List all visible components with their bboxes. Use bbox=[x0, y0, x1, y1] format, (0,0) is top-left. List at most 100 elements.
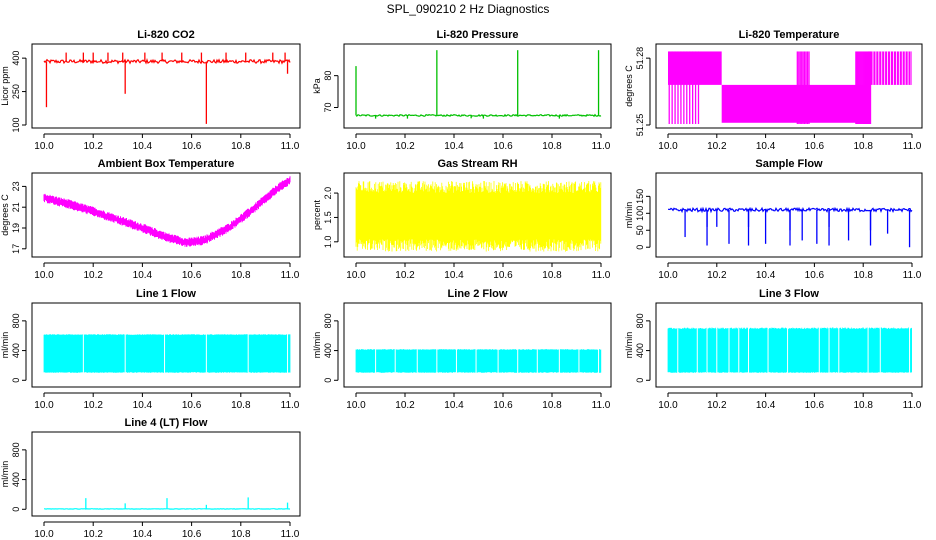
y-tick-label: 1.5 bbox=[323, 211, 333, 224]
y-tick-label: 0 bbox=[323, 378, 333, 383]
plot-frame bbox=[31, 302, 301, 388]
plot-frame bbox=[343, 172, 612, 258]
x-tick-label: 10.2 bbox=[395, 270, 415, 281]
x-tick-label: 11.0 bbox=[903, 400, 922, 411]
x-tick-label: 10.4 bbox=[444, 270, 464, 281]
x-tick-label: 10.8 bbox=[231, 529, 251, 540]
series-band bbox=[667, 327, 912, 373]
x-tick-label: 10.4 bbox=[133, 141, 153, 152]
y-tick-label: 0 bbox=[11, 378, 21, 383]
y-tick-label: 400 bbox=[635, 343, 645, 358]
chart-title: Li-820 CO2 bbox=[137, 29, 194, 41]
chart-panel-9: Line 3 Flow 10.0 10.2 10.4 10.6 10.8 11.0 0 400 8… bbox=[624, 288, 923, 411]
x-tick-label: 10.2 bbox=[83, 400, 103, 411]
x-tick-label: 10.6 bbox=[805, 270, 825, 281]
x-tick-label: 10.6 bbox=[182, 400, 202, 411]
x-tick-label: 10.2 bbox=[83, 270, 103, 281]
y-axis-label: kPa bbox=[312, 78, 322, 94]
y-axis-label: Licor ppm bbox=[0, 66, 10, 106]
plot-frame bbox=[655, 302, 923, 388]
y-tick-label: 1.0 bbox=[323, 236, 333, 249]
data-series bbox=[43, 52, 291, 124]
x-tick-label: 10.4 bbox=[133, 529, 153, 540]
x-tick-label: 11.0 bbox=[281, 400, 300, 411]
x-tick-label: 10.6 bbox=[182, 270, 202, 281]
data-series bbox=[44, 497, 290, 510]
y-tick-label: 23 bbox=[11, 181, 21, 191]
x-tick-label: 10.8 bbox=[231, 270, 251, 281]
x-tick-label: 10.4 bbox=[756, 400, 776, 411]
figure-title: SPL_090210 2 Hz Diagnostics bbox=[386, 2, 550, 16]
x-tick-label: 10.0 bbox=[346, 400, 366, 411]
data-series bbox=[668, 51, 912, 124]
step-block bbox=[868, 51, 912, 85]
x-tick-label: 10.8 bbox=[542, 141, 562, 152]
x-tick-label: 11.0 bbox=[592, 141, 611, 152]
x-tick-label: 10.6 bbox=[182, 141, 202, 152]
chart-panel-1: Li-820 CO2 10.0 10.2 10.4 10.6 10.8 11.0 100 250… bbox=[0, 29, 301, 152]
y-tick-label: 400 bbox=[11, 472, 21, 487]
x-tick-label: 10.0 bbox=[346, 270, 366, 281]
x-tick-label: 11.0 bbox=[592, 270, 611, 281]
x-tick-label: 10.4 bbox=[133, 400, 153, 411]
y-tick-label: 70 bbox=[323, 102, 333, 112]
chart-panel-6: Sample Flow 10.0 10.2 10.4 10.6 10.8 11.0 0 50 10… bbox=[624, 158, 923, 281]
x-tick-label: 10.8 bbox=[853, 400, 873, 411]
plot-frame bbox=[31, 431, 301, 517]
chart-panel-3: Li-820 Temperature 10.0 10.2 10.4 10.6 10.8 11… bbox=[624, 29, 923, 152]
x-tick-label: 10.4 bbox=[133, 270, 153, 281]
x-tick-label: 10.2 bbox=[395, 141, 415, 152]
y-tick-label: 800 bbox=[323, 313, 333, 328]
x-tick-label: 10.4 bbox=[756, 141, 776, 152]
x-tick-label: 10.8 bbox=[853, 270, 873, 281]
x-tick-label: 10.0 bbox=[34, 141, 54, 152]
y-axis-label: ml/min bbox=[624, 332, 634, 359]
x-tick-label: 10.6 bbox=[493, 270, 513, 281]
y-tick-label: 800 bbox=[11, 442, 21, 457]
x-axis: 10.0 10.2 10.4 10.6 10.8 11.0 bbox=[658, 133, 922, 152]
x-axis: 10.0 10.2 10.4 10.6 10.8 11.0 bbox=[658, 262, 922, 281]
y-tick-label: 250 bbox=[11, 84, 21, 99]
y-tick-label: 50 bbox=[635, 225, 645, 235]
x-tick-label: 10.0 bbox=[346, 141, 366, 152]
x-tick-label: 10.0 bbox=[34, 400, 54, 411]
x-tick-label: 10.6 bbox=[805, 141, 825, 152]
series-band bbox=[43, 334, 291, 373]
chart-panel-5: Gas Stream RH 10.0 10.2 10.4 10.6 10.8 11.0 1.0… bbox=[312, 158, 612, 281]
x-tick-label: 11.0 bbox=[281, 270, 300, 281]
x-tick-label: 10.2 bbox=[395, 400, 415, 411]
data-series bbox=[355, 348, 602, 379]
chart-title: Line 4 (LT) Flow bbox=[125, 417, 208, 429]
y-tick-label: 51.25 bbox=[635, 114, 645, 137]
y-tick-label: 0 bbox=[11, 507, 21, 512]
x-axis: 10.0 10.2 10.4 10.6 10.8 11.0 bbox=[34, 392, 300, 411]
x-tick-label: 11.0 bbox=[281, 141, 300, 152]
x-tick-label: 10.0 bbox=[658, 141, 678, 152]
x-tick-label: 10.2 bbox=[83, 141, 103, 152]
x-axis: 10.0 10.2 10.4 10.6 10.8 11.0 bbox=[346, 392, 611, 411]
plot-frame bbox=[343, 43, 612, 129]
x-axis: 10.0 10.2 10.4 10.6 10.8 11.0 bbox=[34, 521, 300, 540]
y-axis-label: ml/min bbox=[624, 202, 634, 229]
data-series bbox=[667, 327, 912, 379]
series-line bbox=[43, 57, 291, 65]
y-tick-label: 800 bbox=[635, 313, 645, 328]
x-tick-label: 10.0 bbox=[34, 529, 54, 540]
y-tick-label: 100 bbox=[635, 206, 645, 221]
y-axis-label: degrees C bbox=[624, 65, 634, 107]
x-tick-label: 10.4 bbox=[444, 400, 464, 411]
plot-frame bbox=[655, 43, 923, 129]
y-tick-label: 80 bbox=[323, 71, 333, 81]
chart-title: Line 1 Flow bbox=[136, 288, 196, 300]
x-tick-label: 10.0 bbox=[658, 400, 678, 411]
x-tick-label: 10.0 bbox=[658, 270, 678, 281]
y-axis-label: ml/min bbox=[0, 461, 10, 488]
x-tick-label: 10.6 bbox=[493, 141, 513, 152]
x-tick-label: 10.8 bbox=[853, 141, 873, 152]
plot-frame bbox=[31, 172, 301, 258]
